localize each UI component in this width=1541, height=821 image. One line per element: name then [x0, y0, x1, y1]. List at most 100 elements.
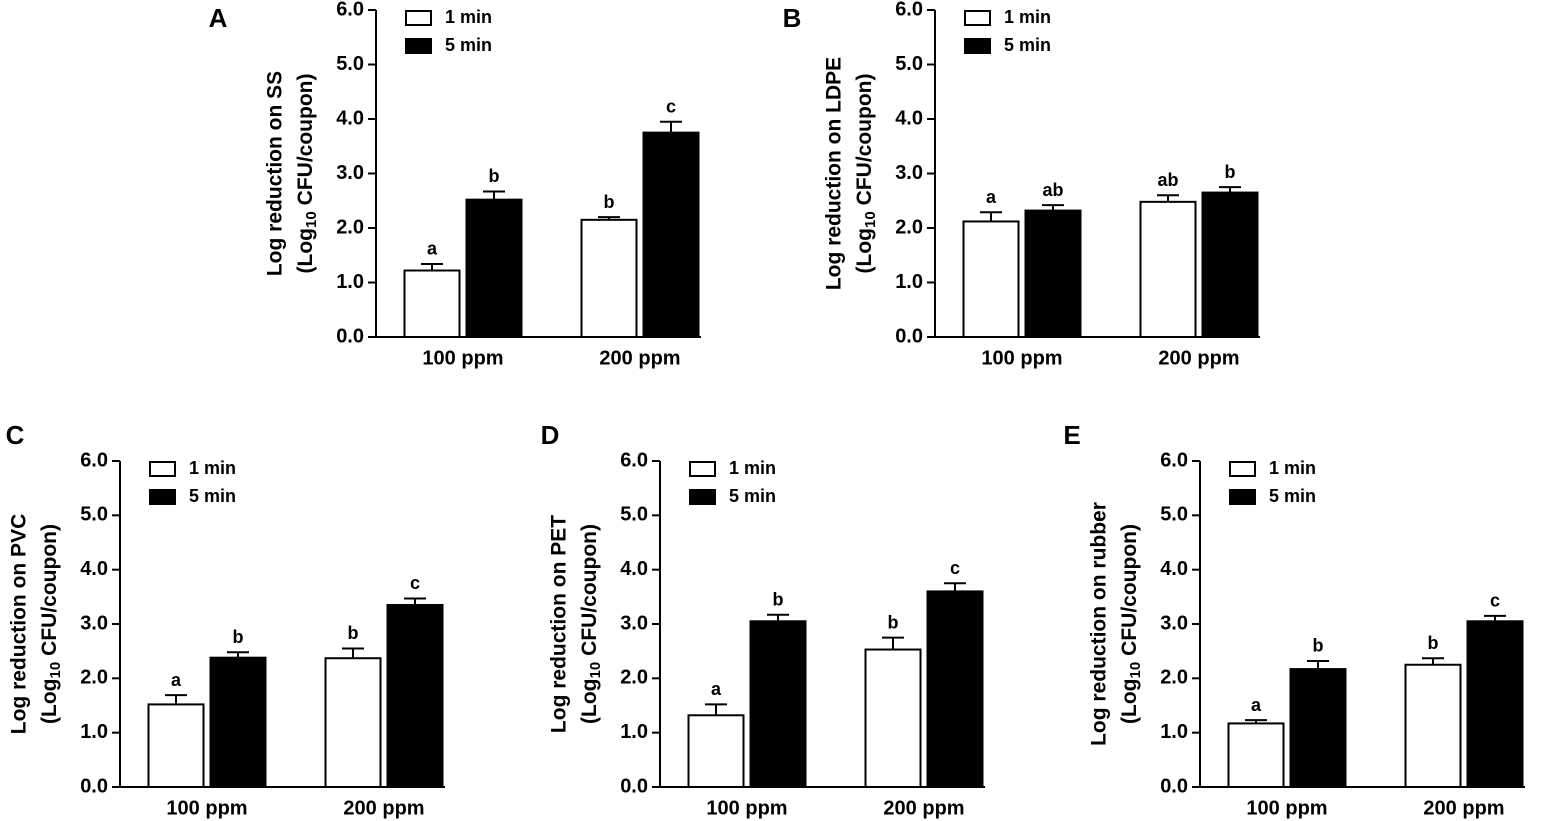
significance-letter: b — [1313, 636, 1324, 656]
y-tick-label: 0.0 — [620, 775, 648, 797]
legend-swatch — [149, 461, 176, 477]
y-axis-label: (Log10 CFU/coupon) — [294, 74, 320, 274]
legend-swatch — [689, 461, 716, 477]
bar — [1139, 200, 1197, 338]
y-axis-label-part: CFU/coupon) — [578, 524, 601, 656]
significance-letter: c — [666, 96, 676, 116]
legend-swatch — [1229, 461, 1256, 477]
x-tick-label: 100 ppm — [422, 347, 503, 369]
significance-letter: c — [410, 573, 420, 593]
panel-label: E — [1063, 420, 1080, 450]
significance-letter: a — [1251, 695, 1262, 715]
y-axis-label: Log reduction on LDPE — [823, 57, 846, 290]
y-tick-label: 1.0 — [80, 721, 108, 743]
y-tick-label: 2.0 — [620, 667, 648, 689]
x-tick-label: 100 ppm — [1246, 797, 1327, 819]
significance-letter: b — [773, 590, 784, 610]
panel-label: A — [209, 3, 228, 33]
y-axis-label-part: (Log — [578, 679, 601, 724]
bar — [1466, 620, 1524, 788]
x-tick-label: 200 ppm — [343, 797, 424, 819]
y-axis-label-part: (Log — [294, 228, 317, 273]
y-axis-label-sub: 10 — [1127, 662, 1144, 679]
y-tick-label: 6.0 — [80, 449, 108, 471]
x-tick-label: 200 ppm — [1423, 797, 1504, 819]
y-tick-label: 3.0 — [80, 612, 108, 634]
y-tick-label: 0.0 — [80, 775, 108, 797]
y-tick-label: 0.0 — [895, 325, 923, 347]
significance-letter: b — [348, 623, 359, 643]
y-tick-label: 5.0 — [620, 504, 648, 526]
y-axis-label: (Log10 CFU/coupon) — [1118, 524, 1144, 724]
y-tick-label: 1.0 — [1160, 721, 1188, 743]
bar — [580, 218, 638, 338]
bar — [864, 648, 922, 789]
legend-swatch — [964, 10, 991, 26]
y-tick-label: 2.0 — [1160, 667, 1188, 689]
legend-label: 5 min — [445, 35, 492, 55]
bar — [324, 657, 382, 788]
bar — [1289, 668, 1347, 789]
y-tick-label: 3.0 — [1160, 612, 1188, 634]
y-tick-label: 4.0 — [80, 558, 108, 580]
y-tick-label: 6.0 — [620, 449, 648, 471]
bar — [749, 620, 807, 788]
y-axis-label: Log reduction on PET — [548, 515, 571, 733]
y-tick-label: 2.0 — [80, 667, 108, 689]
legend-swatch — [1229, 489, 1256, 505]
legend-label: 1 min — [1004, 7, 1051, 27]
legend-label: 5 min — [1004, 35, 1051, 55]
bar — [926, 590, 984, 789]
y-tick-label: 6.0 — [336, 0, 364, 20]
y-tick-label: 4.0 — [336, 107, 364, 129]
significance-letter: a — [711, 679, 722, 699]
y-axis-label: Log reduction on rubber — [1088, 502, 1111, 746]
legend-label: 5 min — [729, 486, 776, 506]
x-tick-label: 100 ppm — [166, 797, 247, 819]
significance-letter: a — [427, 239, 438, 259]
y-tick-label: 0.0 — [336, 325, 364, 347]
y-axis-label-part: CFU/coupon) — [1118, 524, 1141, 656]
bar — [642, 131, 700, 338]
y-tick-label: 4.0 — [620, 558, 648, 580]
y-tick-label: 1.0 — [895, 271, 923, 293]
significance-letter: a — [171, 670, 182, 690]
panel-label: C — [6, 420, 25, 450]
y-axis-label: (Log10 CFU/coupon) — [578, 524, 604, 724]
significance-letter: c — [950, 558, 960, 578]
x-tick-label: 200 ppm — [1158, 347, 1239, 369]
y-tick-label: 5.0 — [1160, 504, 1188, 526]
y-tick-label: 2.0 — [895, 216, 923, 238]
y-axis-label-part: (Log — [853, 228, 876, 273]
significance-letter: b — [1225, 162, 1236, 182]
y-tick-label: 3.0 — [895, 162, 923, 184]
y-tick-label: 5.0 — [80, 504, 108, 526]
significance-letter: b — [888, 612, 899, 632]
panel-label: D — [541, 420, 560, 450]
significance-letter: c — [1490, 591, 1500, 611]
bar — [962, 220, 1020, 339]
y-axis-label-part: CFU/coupon) — [294, 74, 317, 206]
y-axis-label: Log reduction on SS — [264, 71, 287, 276]
y-axis-label-sub: 10 — [47, 662, 64, 679]
bar — [209, 656, 267, 788]
y-tick-label: 5.0 — [895, 53, 923, 75]
legend-swatch — [689, 489, 716, 505]
y-tick-label: 6.0 — [895, 0, 923, 20]
legend-swatch — [405, 38, 432, 54]
bar — [687, 714, 745, 789]
y-tick-label: 3.0 — [620, 612, 648, 634]
bar — [1201, 191, 1259, 338]
y-tick-label: 2.0 — [336, 216, 364, 238]
legend-label: 1 min — [189, 458, 236, 478]
legend-label: 1 min — [445, 7, 492, 27]
bar — [403, 269, 461, 339]
y-axis-label-sub: 10 — [303, 211, 320, 228]
y-tick-label: 1.0 — [620, 721, 648, 743]
y-tick-label: 0.0 — [1160, 775, 1188, 797]
legend-label: 1 min — [729, 458, 776, 478]
y-axis-label: (Log10 CFU/coupon) — [38, 524, 64, 724]
y-tick-label: 3.0 — [336, 162, 364, 184]
bar — [1404, 663, 1462, 788]
